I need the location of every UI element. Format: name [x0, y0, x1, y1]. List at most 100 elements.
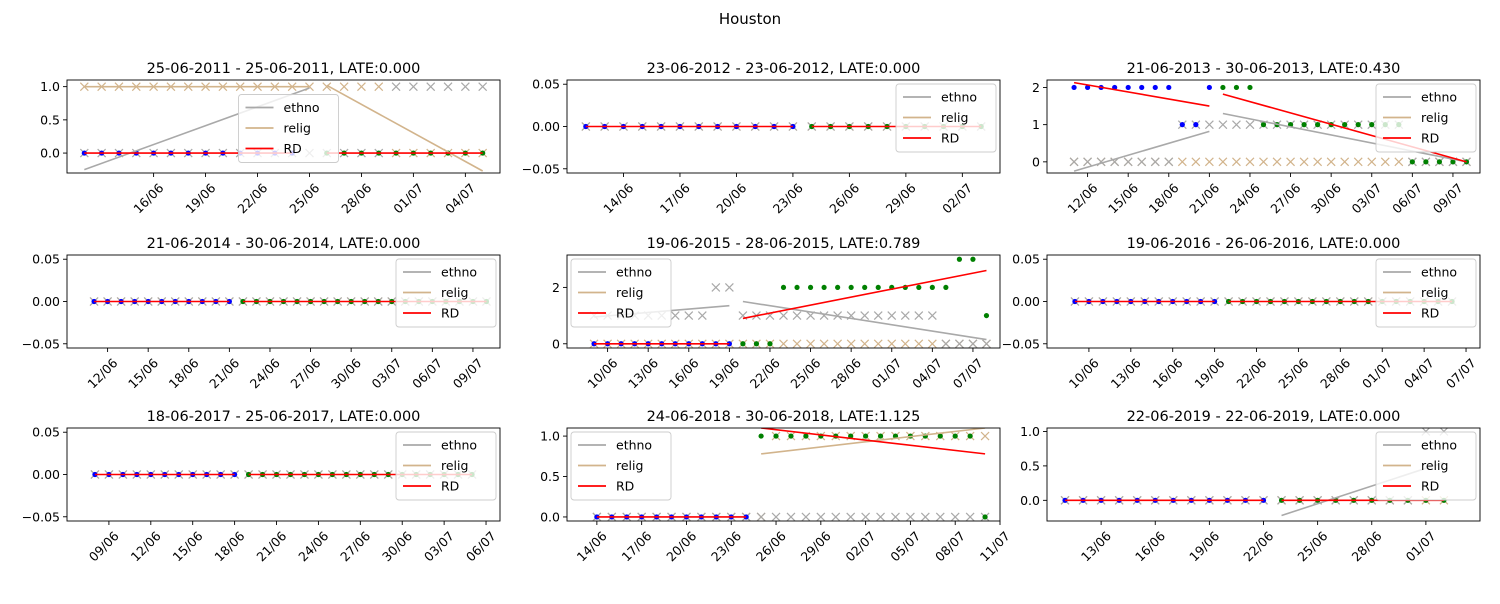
legend: ethno relig RD [570, 258, 672, 328]
post-point [767, 341, 773, 347]
relig-marker [357, 82, 366, 92]
post-point [982, 514, 988, 520]
x-tick-label: 14/06 [574, 528, 610, 564]
y-tick-label: −0.05 [522, 161, 560, 176]
ethno-marker [1245, 120, 1255, 130]
legend-label-ethno: ethno [941, 90, 977, 105]
x-tick-label: 09/06 [86, 528, 122, 564]
relig-marker [873, 339, 883, 348]
x-tick-label: 15/06 [1105, 180, 1141, 216]
x-tick-label: 25/06 [1275, 355, 1311, 391]
ethno-marker [819, 311, 829, 321]
y-tick-label: 0.05 [32, 252, 60, 267]
ethno-marker [887, 311, 897, 321]
x-tick-label: 24/06 [295, 528, 331, 564]
post-point [848, 284, 854, 291]
ethno-marker [982, 339, 991, 348]
post-point [821, 284, 827, 291]
legend-label-ethno: ethno [616, 265, 652, 280]
ethno-marker [1232, 120, 1241, 130]
pre-point [1179, 122, 1185, 128]
legend-label-rd: RD [284, 141, 302, 156]
x-tick-label: 01/07 [390, 180, 426, 216]
subplot-title: 19-06-2016 - 26-06-2016, LATE:0.000 [1127, 236, 1401, 252]
legend-frame [895, 83, 997, 153]
x-tick-label: 17/06 [657, 180, 693, 216]
relig-marker [1380, 157, 1390, 167]
ethno-marker [801, 512, 811, 521]
x-tick-label: 05/07 [887, 528, 923, 564]
relig-marker [1259, 157, 1268, 167]
legend-label-relig: relig [284, 121, 311, 136]
x-tick-label: 03/07 [369, 355, 405, 391]
relig-marker [1286, 157, 1295, 167]
x-tick-label: 30/06 [1308, 180, 1344, 216]
relig-marker [914, 339, 924, 348]
post-point [929, 284, 935, 291]
post-point [780, 284, 787, 291]
y-tick-label: 0.0 [1020, 493, 1040, 508]
ethno-marker [670, 311, 680, 321]
x-tick-label: 28/06 [338, 180, 374, 216]
legend: ethno relig RD [1375, 83, 1477, 153]
x-tick-label: 13/06 [625, 355, 661, 391]
subplot-7: 18-06-2017 - 25-06-2017, LATE:0.000 −0.05… [22, 409, 501, 564]
plot-area [592, 428, 990, 521]
y-tick-label: 2 [1032, 80, 1040, 95]
x-tick-label: 20/06 [713, 180, 749, 216]
post-point [970, 256, 976, 262]
x-tick-label: 19/06 [1186, 528, 1222, 564]
post-point [967, 433, 973, 439]
ethno-marker [935, 512, 945, 521]
x-tick-label: 21/06 [253, 528, 289, 564]
plot-area [1069, 81, 1471, 172]
ethno-marker [905, 512, 915, 521]
x-tick-label: 03/07 [421, 528, 457, 564]
post-point [937, 433, 943, 439]
y-tick-label: 0.05 [32, 425, 60, 440]
x-tick-label: 27/06 [1267, 180, 1303, 216]
relig-marker [860, 339, 870, 348]
ethno-marker [792, 311, 802, 321]
relig-marker [792, 339, 802, 348]
ethno-marker [408, 82, 418, 92]
x-tick-label: 29/06 [883, 180, 919, 216]
relig-marker [927, 339, 937, 348]
ethno-marker [1069, 157, 1079, 167]
ethno-marker [443, 82, 453, 92]
x-tick-label: 23/06 [770, 180, 806, 216]
post-point [1450, 159, 1456, 165]
x-tick-label: 04/07 [909, 355, 945, 391]
ethno-marker [779, 311, 788, 321]
legend-label-ethno: ethno [284, 100, 320, 115]
relig-marker [1245, 157, 1255, 167]
x-tick-label: 25/06 [286, 180, 322, 216]
x-tick-label: 14/06 [600, 180, 636, 216]
subplot-6: 19-06-2016 - 26-06-2016, LATE:0.000 −0.05… [1002, 236, 1481, 391]
relig-marker [980, 431, 990, 441]
post-point [1355, 122, 1361, 128]
x-tick-label: 18/06 [211, 528, 247, 564]
relig-marker [887, 339, 897, 348]
relig-marker [1353, 157, 1363, 167]
relig-marker [1218, 157, 1228, 167]
x-tick-label: 27/06 [287, 355, 323, 391]
legend-label-rd: RD [1421, 479, 1439, 494]
legend-label-relig: relig [1421, 285, 1448, 300]
x-tick-label: 19/06 [182, 180, 218, 216]
subplot-title: 18-06-2017 - 25-06-2017, LATE:0.000 [147, 409, 421, 425]
x-tick-label: 19/06 [1191, 355, 1227, 391]
relig-fit-line [326, 84, 484, 172]
relig-marker [1204, 157, 1214, 167]
x-tick-label: 07/07 [1443, 355, 1479, 391]
post-point [943, 284, 949, 291]
relig-marker [1272, 157, 1282, 167]
legend-frame [395, 431, 497, 501]
x-tick-label: 16/06 [130, 180, 166, 216]
ethno-marker [786, 512, 796, 521]
y-tick-label: 0.00 [32, 467, 60, 482]
x-tick-label: 24/06 [1227, 180, 1263, 216]
y-tick-label: 1.0 [1020, 424, 1040, 439]
legend-label-rd: RD [1421, 306, 1439, 321]
